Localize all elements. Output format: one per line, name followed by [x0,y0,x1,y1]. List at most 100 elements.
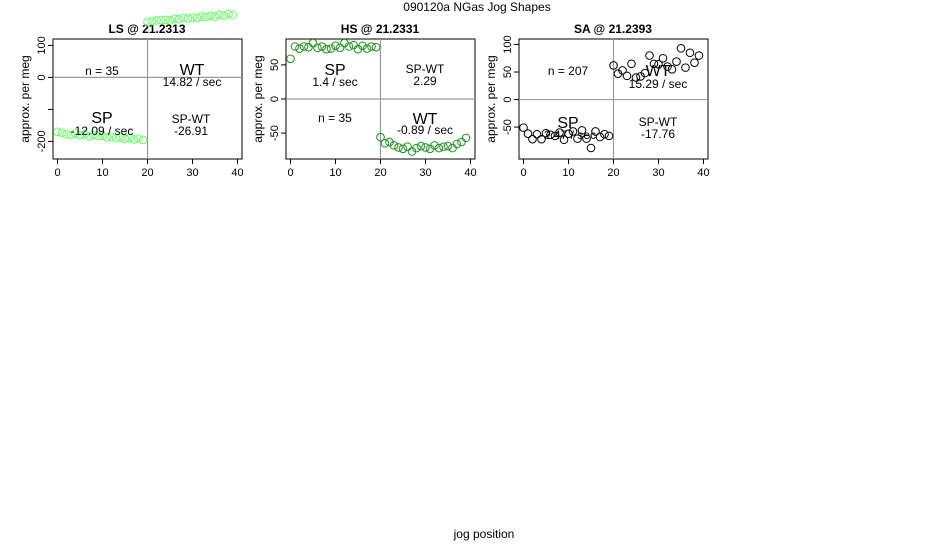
data-point [358,41,367,51]
y-tick-label: 50 [502,66,514,78]
data-point [224,9,233,19]
data-point [631,73,641,82]
data-point [537,134,546,144]
x-tick-label: 20 [607,167,619,179]
data-point [457,137,466,147]
data-point [174,14,184,24]
sp-label: SP [557,115,578,132]
spwt-value: -26.91 [174,124,208,138]
data-point [573,134,582,143]
data-point [362,44,372,53]
data-point [559,135,569,145]
data-point [219,11,229,20]
data-point [609,61,618,70]
data-point [111,133,121,143]
data-point [582,134,591,143]
data-point [658,53,668,63]
sp-label: SP [91,110,112,127]
data-point [215,10,224,20]
data-point [654,60,663,69]
panel-title: LS @ 21.2313 [108,22,185,36]
y-tick-label: 100 [502,35,514,53]
y-axis: -200 0 100 [36,36,53,152]
data-point [210,12,220,21]
data-point [380,139,390,148]
data-point [75,131,85,140]
data-point [586,143,596,153]
data-point [663,62,672,71]
data-point [290,42,300,51]
x-tick-label: 30 [419,167,431,179]
x-tick-label: 20 [141,167,153,179]
data-point [694,51,704,60]
data-point [89,130,98,140]
x-tick-label: 40 [464,167,476,179]
x-tick-label: 0 [520,167,526,179]
data-point [412,143,421,153]
x-tick-label: 30 [652,167,664,179]
data-point [326,44,336,53]
x-tick-label: 10 [329,167,341,179]
spwt-value: -17.76 [641,127,675,141]
data-point [107,132,116,141]
x-tick-label: 20 [374,167,386,179]
guide-lines [286,39,475,159]
y-tick-label: 0 [36,74,48,80]
y-tick-label: -50 [502,119,514,135]
data-point [627,59,636,69]
sample-count: n = 207 [548,64,589,78]
data-point [600,129,609,139]
data-point [313,43,322,53]
data-point [138,135,148,145]
data-point [618,66,627,75]
x-tick-label: 10 [562,167,574,179]
x-tick-label: 40 [231,167,243,179]
data-point [649,59,659,69]
y-tick-label: 100 [36,36,48,54]
panel-title: SA @ 21.2393 [574,22,652,36]
data-point [295,44,304,53]
data-point [604,131,614,141]
data-point [66,130,76,140]
data-point [80,130,89,139]
spwt-label: SP-WT [172,112,211,126]
data-point [84,131,94,141]
panel-ls: LS @ 21.2313 approx. per meg 0 10 20 30 40 -… [18,9,244,179]
data-point [102,133,112,142]
data-point [152,16,161,25]
data-point [129,135,139,144]
data-point [371,42,381,52]
data-point [452,139,462,149]
x-tick-label: 0 [287,167,293,179]
data-point [93,131,103,141]
data-point [461,133,471,143]
data-point [443,141,453,151]
wt-rate: -0.89 / sec [397,123,453,137]
sample-count: n = 35 [318,111,352,125]
data-point [286,54,295,64]
data-point [62,130,71,139]
y-tick-label: 0 [502,96,514,102]
x-tick-label: 30 [186,167,198,179]
y-axis-label: approx. per meg [18,55,32,142]
data-point [98,131,107,140]
data-point [595,132,605,142]
data-point [322,44,331,54]
data-point [546,130,555,140]
data-point [448,143,457,153]
annotations: n = 35 WT -0.89 / sec SP 1.4 / sec SP-WT… [312,62,453,137]
sp-rate: -2.47 / sec [540,128,596,142]
data-point [335,43,345,53]
x-axis: 0 10 20 30 40 [54,159,244,179]
y-tick-label: -50 [269,125,281,141]
data-point [403,142,412,152]
y-axis-label: approx. per meg [251,55,265,142]
wt-rate: 15.29 / sec [629,77,688,91]
wt-rate: 14.82 / sec [163,75,222,89]
y-tick-label: -200 [36,130,48,152]
data-point [645,51,654,60]
data-point [667,64,677,74]
data-point [398,144,408,154]
y-axis: -50 0 50 100 [502,35,519,135]
panel-hs: HS @ 21.2331 approx. per meg 0 10 20 30 40 -… [251,22,477,179]
